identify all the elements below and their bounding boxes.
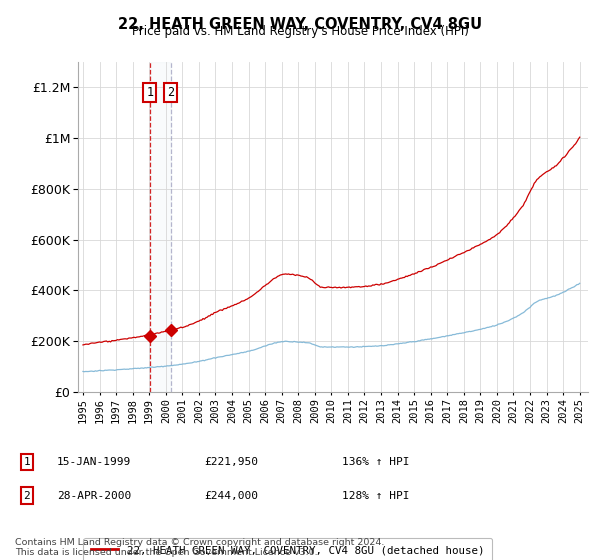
Text: 128% ↑ HPI: 128% ↑ HPI <box>342 491 409 501</box>
Text: 15-JAN-1999: 15-JAN-1999 <box>57 457 131 467</box>
Text: 1: 1 <box>23 457 31 467</box>
Bar <box>150 62 170 392</box>
Text: 1: 1 <box>146 86 154 99</box>
Text: £221,950: £221,950 <box>204 457 258 467</box>
Legend: 22, HEATH GREEN WAY, COVENTRY, CV4 8GU (detached house), HPI: Average price, det: 22, HEATH GREEN WAY, COVENTRY, CV4 8GU (… <box>83 538 492 560</box>
Text: £244,000: £244,000 <box>204 491 258 501</box>
Text: 136% ↑ HPI: 136% ↑ HPI <box>342 457 409 467</box>
Text: 2: 2 <box>23 491 31 501</box>
Text: Price paid vs. HM Land Registry's House Price Index (HPI): Price paid vs. HM Land Registry's House … <box>131 25 469 38</box>
Text: 2: 2 <box>167 86 174 99</box>
Text: 22, HEATH GREEN WAY, COVENTRY, CV4 8GU: 22, HEATH GREEN WAY, COVENTRY, CV4 8GU <box>118 17 482 32</box>
Text: Contains HM Land Registry data © Crown copyright and database right 2024.
This d: Contains HM Land Registry data © Crown c… <box>15 538 385 557</box>
Text: 28-APR-2000: 28-APR-2000 <box>57 491 131 501</box>
